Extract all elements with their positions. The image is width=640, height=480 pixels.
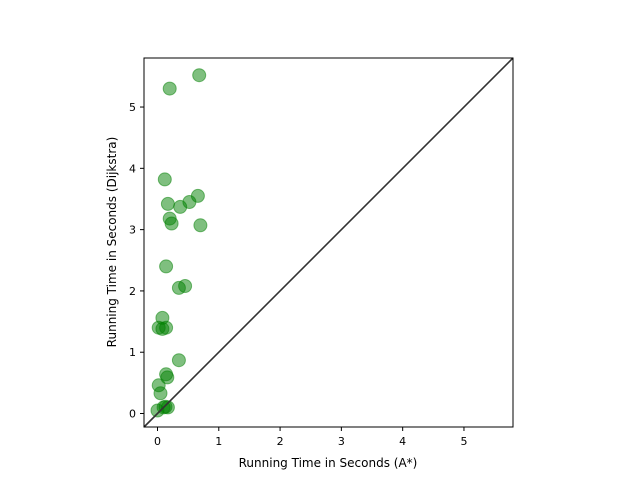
- y-tick-label-0: 0: [129, 408, 136, 421]
- x-tick-label-4: 4: [399, 435, 406, 448]
- data-point-16: [159, 320, 174, 335]
- points-layer: [150, 68, 208, 418]
- data-point-19: [160, 370, 175, 385]
- y-tick-label-1: 1: [129, 346, 136, 359]
- plot-frame: [143, 57, 514, 428]
- y-axis-label: Running Time in Seconds (Dijkstra): [105, 137, 119, 348]
- data-point-5: [160, 196, 175, 211]
- x-axis-label: Running Time in Seconds (A*): [239, 456, 418, 470]
- y-tick-label-3: 3: [129, 224, 136, 237]
- x-axis-ticks: 0 1 2 3 4 5: [154, 427, 467, 448]
- x-tick-label-1: 1: [215, 435, 222, 448]
- x-tick-label-0: 0: [154, 435, 161, 448]
- y-tick-label-5: 5: [129, 101, 136, 114]
- data-point-8: [164, 216, 179, 231]
- y-tick-label-2: 2: [129, 285, 136, 298]
- data-point-9: [193, 218, 208, 233]
- data-point-12: [171, 280, 186, 295]
- data-point-21: [153, 386, 168, 401]
- y-axis-ticks: 0 1 2 3 4 5: [129, 101, 144, 421]
- data-point-17: [171, 353, 186, 368]
- reference-line-layer: [143, 57, 514, 428]
- data-point-6: [173, 199, 188, 214]
- data-point-25: [150, 403, 165, 418]
- x-tick-label-5: 5: [460, 435, 467, 448]
- data-point-1: [162, 81, 177, 96]
- data-point-10: [159, 259, 174, 274]
- x-tick-label-2: 2: [277, 435, 284, 448]
- y-tick-label-4: 4: [129, 162, 136, 175]
- data-point-2: [157, 172, 172, 187]
- reference-line: [143, 57, 514, 428]
- x-tick-label-3: 3: [338, 435, 345, 448]
- data-point-0: [192, 68, 207, 83]
